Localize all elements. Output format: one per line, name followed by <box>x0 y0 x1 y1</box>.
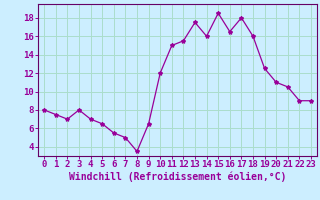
X-axis label: Windchill (Refroidissement éolien,°C): Windchill (Refroidissement éolien,°C) <box>69 172 286 182</box>
